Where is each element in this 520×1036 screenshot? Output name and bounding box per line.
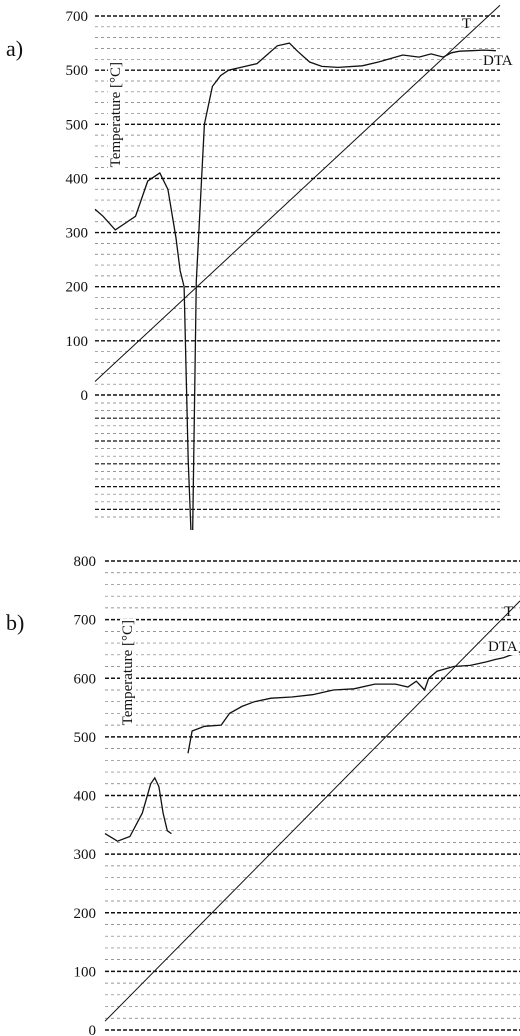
y-tick-label: 700 [74,613,97,629]
chart-panel-a: a) 0 100 200 300 400 500 500 700 Temperature [°C… [6,4,514,530]
series-label-backing [487,639,519,655]
y-axis-title: Temperature [°C] [120,620,136,725]
series-label-DTA: DTA [483,53,513,69]
series-line-DTA [187,651,520,754]
y-tick-label: 300 [74,847,97,863]
panel-label-b: b) [6,610,25,635]
y-axis-title: Temperature [°C] [108,62,124,167]
y-tick-label: 0 [81,388,89,404]
series-line-DTA [104,776,172,842]
y-tick-label: 400 [66,171,89,187]
y-tick-label: 300 [66,226,89,242]
y-tick-label: 600 [74,671,97,687]
y-tick-label: 800 [74,554,97,570]
grid-lines [95,15,500,518]
y-tick-label: 400 [74,789,97,805]
chart-b-svg: 0 100 200 300 400 500 600 700 800 Temperature [°C… [74,554,520,1036]
y-tick-label: 700 [66,9,89,25]
chart-a-svg: 0 100 200 300 400 500 500 700 Temperature [°C] T D… [66,4,514,530]
y-tick-label: 500 [74,730,97,746]
y-tick-label: 0 [89,1023,97,1036]
panel-label-a: a) [6,36,24,61]
y-tick-label: 500 [66,117,89,133]
chart-panel-b: b) 0 100 200 300 400 500 600 700 800 Temperature … [0,530,520,1036]
series-label-T: T [504,604,513,620]
series-line-T [94,4,501,382]
series-label-T: T [462,16,471,32]
series-label-backing [482,53,514,69]
y-tick-label: 100 [66,334,89,350]
grid-lines [105,560,520,1031]
axis-title-backing [120,619,136,727]
y-tick-label: 200 [74,906,97,922]
axis-title-backing [108,61,124,169]
y-tick-label: 500 [66,63,89,79]
series-line-DTA [94,42,496,530]
series-label-DTA: DTA [488,639,518,655]
y-tick-label: 200 [66,280,89,296]
y-tick-label: 100 [74,964,97,980]
series-line-T [104,600,520,1022]
